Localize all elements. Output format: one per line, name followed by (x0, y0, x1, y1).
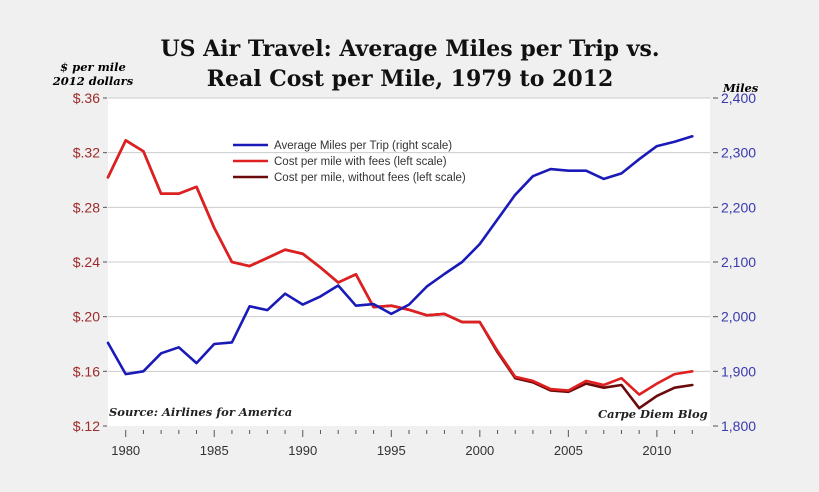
right-tick-label: 1,800 (721, 418, 756, 434)
left-tick-label: $.20 (73, 309, 100, 325)
right-tick-label: 2,000 (721, 309, 756, 325)
x-tick-label: 1985 (200, 443, 229, 458)
x-tick-label: 1995 (377, 443, 406, 458)
gridlines (108, 97, 710, 372)
x-tick-label: 2005 (554, 443, 583, 458)
blog-annotation: Carpe Diem Blog (598, 407, 708, 421)
series-line-1 (106, 139, 694, 396)
series-lines (106, 135, 694, 410)
chart-title-line-2: Real Cost per Mile, 1979 to 2012 (206, 66, 614, 92)
x-tick-label: 1980 (111, 443, 140, 458)
left-tick-label: $.28 (73, 199, 100, 215)
left-tick-label: $.24 (73, 254, 100, 270)
left-tick-label: $.16 (73, 363, 100, 379)
right-axis-label: Miles (723, 81, 759, 95)
right-tick-label: 1,900 (721, 363, 756, 379)
right-axis-ticks: 1,800 1,900 2,000 2,100 2,200 2,300 2,400 (713, 90, 756, 434)
x-axis: 1980 1985 1990 1995 2000 2005 2010 (111, 430, 693, 458)
series-line-0 (106, 135, 694, 376)
right-tick-label: 2,100 (721, 254, 756, 270)
left-tick-label: $.32 (73, 145, 100, 161)
chart-title: US Air Travel: Average Miles per Trip vs… (150, 34, 670, 94)
legend-label: Cost per mile with fees (left scale) (274, 156, 447, 168)
left-axis-label: $ per mile 2012 dollars (38, 60, 148, 88)
source-annotation: Source: Airlines for America (109, 405, 292, 419)
legend: Average Miles per Trip (right scale) Cost… (233, 140, 466, 184)
right-tick-label: 2,400 (721, 90, 756, 106)
legend-label: Average Miles per Trip (right scale) (274, 140, 452, 152)
left-axis-ticks: $.12 $.16 $.20 $.24 $.28 $.32 $.36 (73, 90, 107, 434)
left-tick-label: $.12 (73, 418, 100, 434)
x-tick-label: 2000 (465, 443, 494, 458)
right-tick-label: 2,300 (721, 145, 756, 161)
left-axis-label-line-2: 2012 dollars (52, 74, 134, 88)
chart-title-line-1: US Air Travel: Average Miles per Trip vs… (160, 36, 660, 62)
left-tick-label: $.36 (73, 90, 100, 106)
left-axis-label-line-1: $ per mile (60, 60, 126, 74)
right-tick-label: 2,200 (721, 199, 756, 215)
x-tick-label: 1990 (288, 443, 317, 458)
legend-label: Cost per mile, without fees (left scale) (274, 172, 466, 184)
x-tick-label: 2010 (642, 443, 671, 458)
